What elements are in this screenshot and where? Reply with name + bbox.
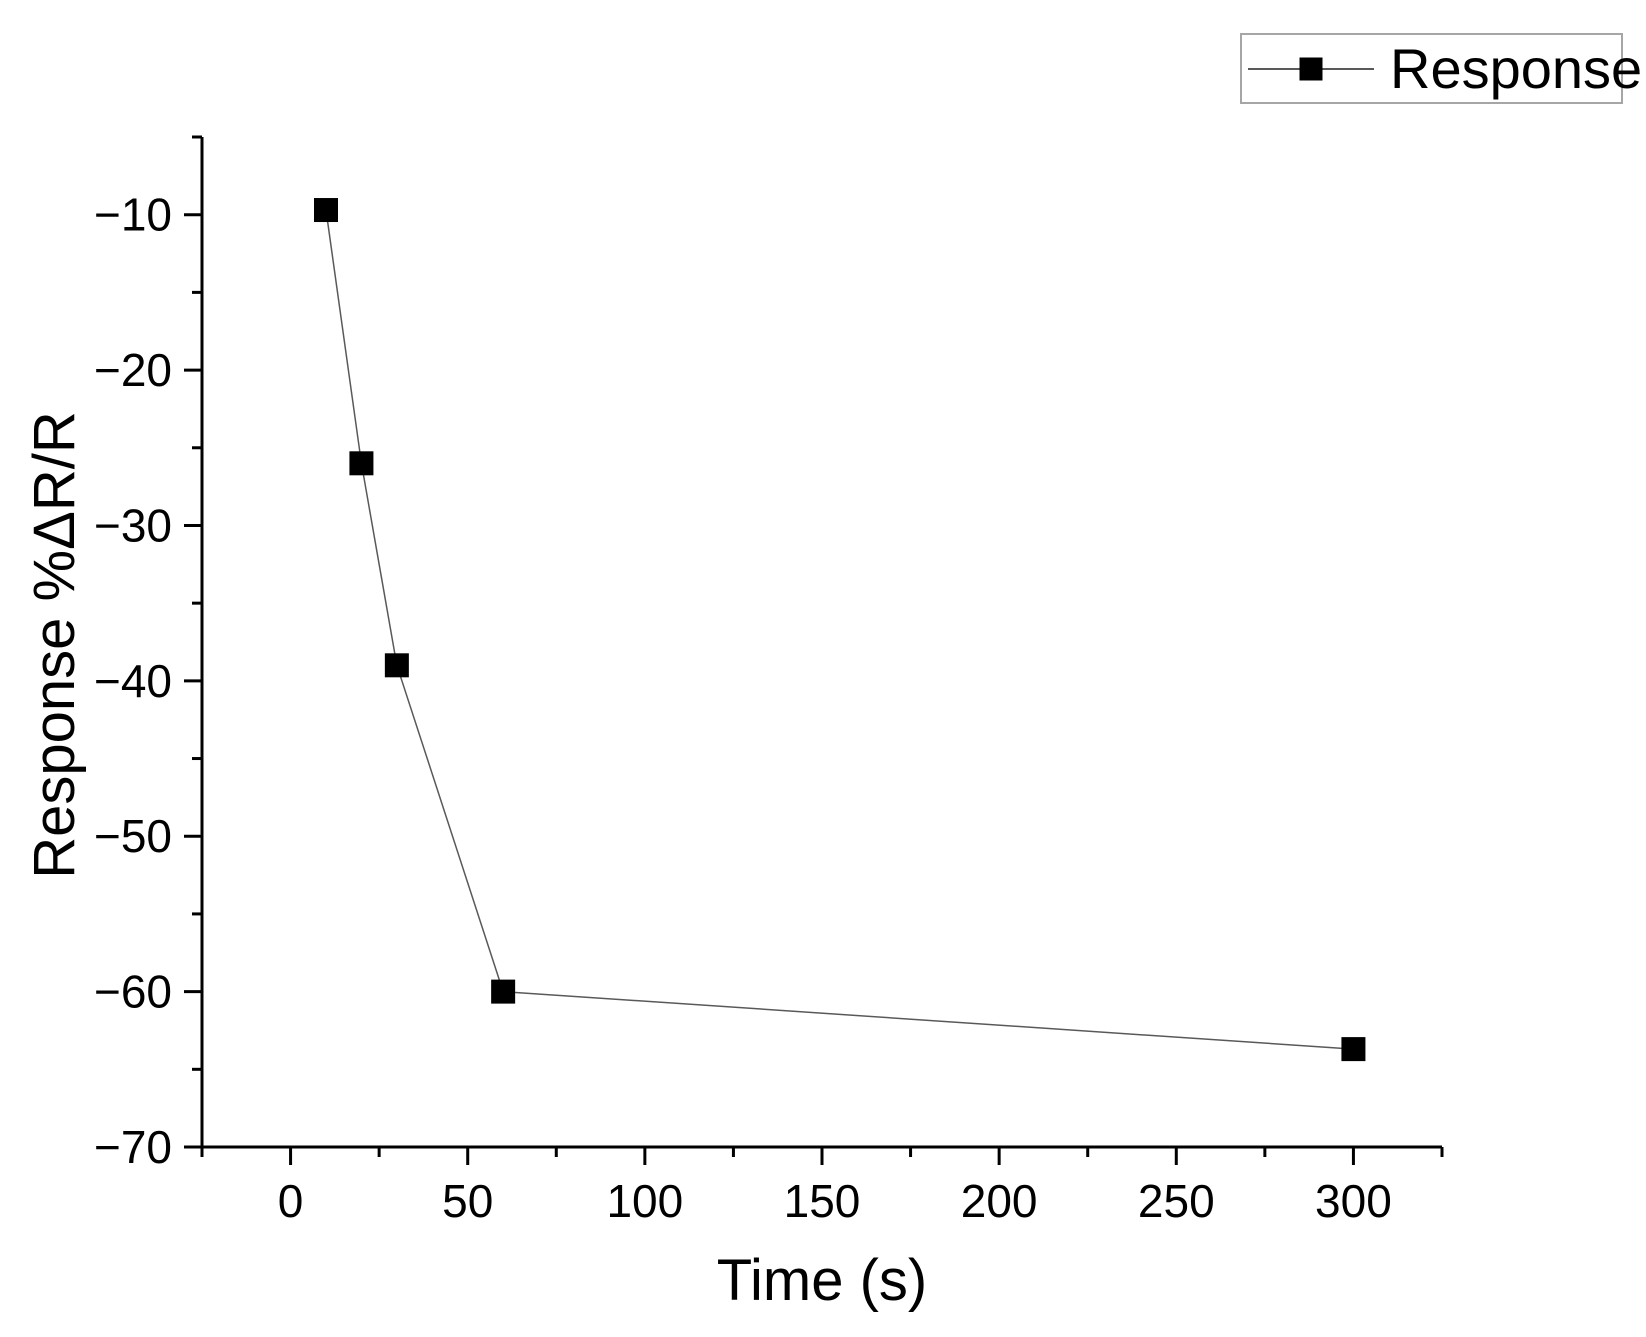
x-tick-label: 100 [606, 1175, 683, 1227]
x-axis-title: Time (s) [716, 1248, 928, 1313]
y-tick-label: −10 [94, 189, 172, 241]
y-tick-label: −60 [94, 966, 172, 1018]
data-point-marker [314, 198, 338, 223]
data-point-marker [349, 451, 374, 476]
x-tick-label: 150 [784, 1175, 861, 1227]
x-tick-label: 200 [961, 1175, 1038, 1227]
x-tick-label: 300 [1315, 1175, 1392, 1227]
y-axis-title: Response %ΔR/R [22, 411, 87, 879]
legend-swatch [1248, 35, 1374, 102]
legend-label: Response [1390, 37, 1643, 100]
data-point-marker [384, 653, 409, 678]
y-tick-label: −70 [94, 1121, 172, 1173]
y-tick-label: −20 [94, 344, 172, 396]
response-series-line [325, 209, 1354, 1050]
data-point-marker [1341, 1037, 1366, 1062]
x-tick-label: 250 [1138, 1175, 1215, 1227]
y-tick-label: −30 [94, 499, 172, 551]
legend: Response [1240, 33, 1642, 104]
x-tick-label: 50 [442, 1175, 493, 1227]
y-tick-label: −50 [94, 810, 172, 862]
x-tick-label: 0 [278, 1175, 304, 1227]
data-point-marker [491, 979, 516, 1004]
y-tick-label: −40 [94, 655, 172, 707]
legend-square-marker-icon [1299, 57, 1323, 80]
